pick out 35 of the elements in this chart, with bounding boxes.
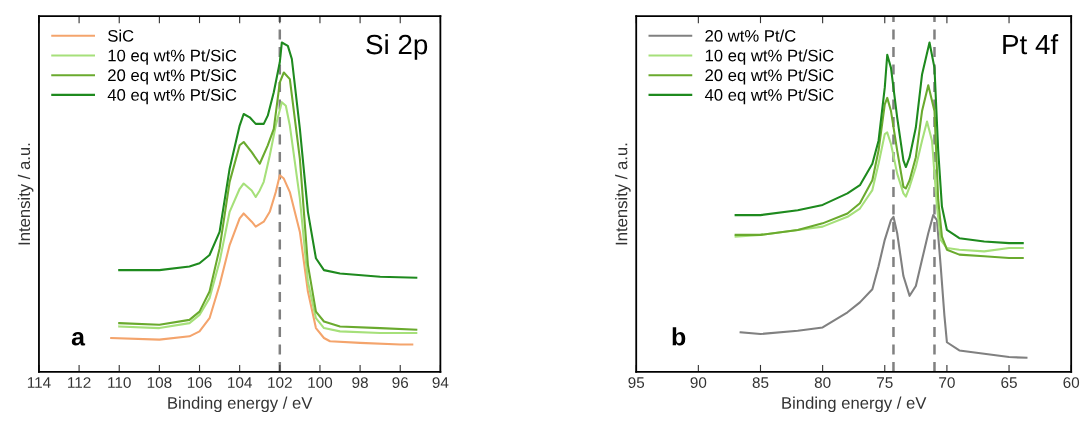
legend-label: 20 eq wt% Pt/SiC	[108, 68, 237, 85]
x-tick-label: 102	[268, 377, 292, 388]
x-tick-label: 75	[877, 377, 893, 388]
x-tick-label: 95	[628, 377, 645, 388]
legend-label: 40 eq wt% Pt/SiC	[107, 88, 237, 105]
x-tick-label: 70	[939, 377, 955, 388]
annotation: Si 2p	[366, 33, 428, 60]
y-axis-title: Intensity / a.u.	[615, 143, 631, 245]
x-tick-label: 114	[27, 377, 51, 388]
x-tick-label: 90	[690, 377, 707, 388]
x-tick-label: 60	[1063, 377, 1080, 388]
legend-label: SiC	[108, 29, 134, 42]
x-axis-title: Binding energy / eV	[168, 396, 313, 413]
x-tick-label: 65	[1001, 377, 1017, 388]
x-tick-label: 112	[68, 377, 91, 388]
x-tick-label: 80	[814, 377, 831, 388]
annotation: Pt 4f	[1003, 34, 1059, 55]
x-tick-label: 100	[308, 377, 333, 388]
annotation: b	[672, 327, 686, 346]
x-tick-label: 110	[108, 377, 131, 388]
legend-label: 20 wt% Pt/C	[705, 29, 796, 42]
x-tick-label: 98	[352, 377, 368, 388]
x-axis-title: Binding energy / eV	[782, 396, 927, 413]
legend-label: 10 eq wt% Pt/SiC	[108, 49, 237, 65]
annotation: a	[71, 331, 86, 346]
x-tick-label: 104	[228, 377, 252, 388]
x-tick-label: 96	[392, 377, 409, 388]
x-tick-label: 108	[147, 377, 172, 388]
y-axis-title: Intensity / a.u.	[17, 143, 34, 245]
x-tick-label: 94	[432, 377, 449, 388]
x-tick-label: 85	[752, 377, 769, 388]
x-tick-label: 106	[187, 377, 212, 388]
legend-label: 40 eq wt% Pt/SiC	[704, 88, 834, 105]
legend-label: 20 eq wt% Pt/SiC	[705, 68, 834, 85]
legend-label: 10 eq wt% Pt/SiC	[705, 49, 834, 65]
